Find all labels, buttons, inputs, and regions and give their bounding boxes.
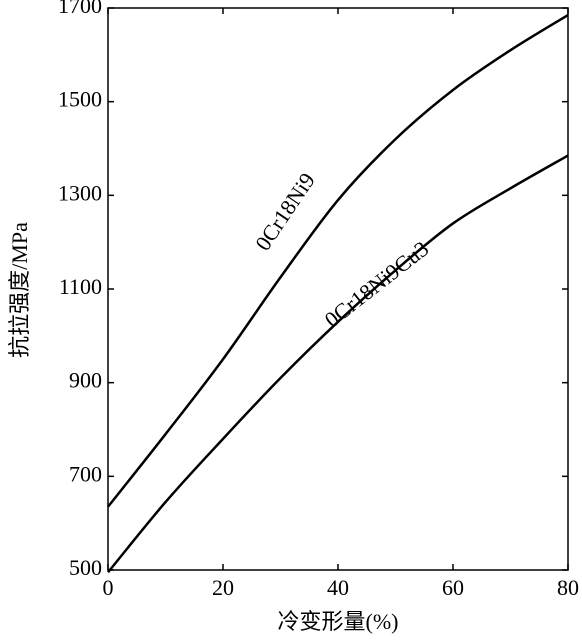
plot-frame (107, 7, 569, 571)
y-tick-label: 900 (69, 368, 102, 393)
series-label: 0Cr18Ni9 (250, 168, 320, 255)
x-tick-label: 80 (557, 575, 579, 600)
y-tick-label: 1300 (58, 180, 102, 205)
line-series (107, 13, 569, 508)
line-series (107, 154, 569, 574)
x-tick-label: 40 (327, 575, 349, 600)
y-tick-label: 500 (69, 555, 102, 580)
y-tick-label: 1700 (58, 0, 102, 18)
x-tick-label: 20 (212, 575, 234, 600)
y-tick-label: 1100 (59, 274, 102, 299)
series-label: 0Cr18Ni9Cu3 (320, 236, 434, 332)
y-tick-label: 1500 (58, 87, 102, 112)
y-axis-label: 抗拉强度/MPa (7, 222, 32, 358)
x-tick-label: 60 (442, 575, 464, 600)
y-tick-label: 700 (69, 461, 102, 486)
x-tick-label: 0 (103, 575, 114, 600)
x-axis-label: 冷变形量(%) (278, 609, 399, 634)
